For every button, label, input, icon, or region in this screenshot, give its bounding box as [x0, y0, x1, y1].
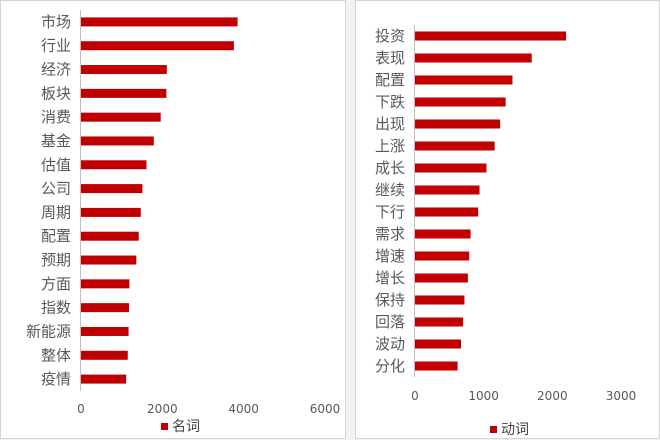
category-label: 出现	[375, 115, 405, 133]
category-label: 回落	[375, 313, 405, 331]
category-label: 板块	[41, 84, 71, 102]
category-label: 基金	[41, 132, 71, 150]
category-label: 上涨	[375, 137, 405, 155]
x-tick-label: 0	[411, 389, 419, 403]
x-tick-label: 2000	[537, 389, 568, 403]
x-tick-label: 2000	[147, 402, 178, 416]
category-label: 表现	[375, 49, 405, 67]
noun-chart-panel: 市场行业经济板块消费基金估值公司周期配置预期方面指数新能源整体疫情 0 2000 40…	[0, 0, 346, 439]
category-label: 周期	[41, 203, 71, 221]
bar	[415, 97, 506, 107]
bar	[415, 273, 468, 283]
category-label: 下跌	[375, 93, 405, 111]
bar	[81, 41, 234, 51]
bar	[81, 207, 141, 217]
bar	[415, 75, 513, 85]
bar	[415, 207, 479, 217]
category-label: 增长	[375, 269, 405, 287]
bar	[81, 112, 161, 122]
category-label: 增速	[375, 247, 405, 265]
bar	[415, 295, 465, 305]
category-label: 行业	[41, 37, 71, 55]
bar	[81, 88, 167, 98]
bar	[81, 184, 143, 194]
category-label: 下行	[375, 203, 405, 221]
category-label: 配置	[375, 71, 405, 89]
category-label: 经济	[41, 61, 71, 79]
bar	[81, 160, 147, 170]
legend-swatch	[490, 426, 497, 433]
category-label: 指数	[41, 299, 71, 317]
category-label: 公司	[41, 180, 71, 198]
bar	[415, 251, 470, 261]
category-label: 需求	[375, 225, 405, 243]
bar	[415, 31, 567, 41]
category-label: 配置	[41, 227, 71, 245]
category-label: 分化	[375, 357, 405, 375]
category-label: 估值	[41, 156, 71, 174]
bar	[81, 279, 130, 289]
bar	[415, 185, 480, 195]
bar	[415, 119, 501, 129]
bar	[81, 65, 167, 75]
bar	[81, 255, 137, 265]
x-tick-label: 4000	[228, 402, 259, 416]
bar	[81, 326, 129, 336]
category-label: 疫情	[41, 370, 71, 388]
category-label: 投资	[375, 27, 405, 45]
bar	[415, 53, 532, 63]
category-label: 波动	[375, 335, 405, 353]
bar	[415, 339, 462, 349]
category-label: 继续	[375, 181, 405, 199]
category-label: 保持	[375, 291, 405, 309]
category-label: 方面	[41, 275, 71, 293]
legend-label: 名词	[172, 419, 200, 435]
category-label: 整体	[41, 346, 71, 364]
bar	[415, 317, 464, 327]
legend-label: 动词	[501, 422, 529, 438]
x-tick-label: 3000	[606, 389, 637, 403]
category-label: 市场	[41, 13, 71, 31]
category-label: 新能源	[26, 322, 71, 340]
x-tick-label: 6000	[310, 402, 341, 416]
bar	[415, 229, 471, 239]
legend-swatch	[161, 423, 168, 430]
bar	[81, 303, 129, 313]
bar	[81, 350, 128, 360]
verb-chart-panel: 投资表现配置下跌出现上涨成长继续下行需求增速增长保持回落波动分化 0 1000 200…	[355, 0, 660, 439]
bar	[81, 374, 127, 384]
bar	[81, 231, 139, 241]
bar	[81, 136, 154, 146]
x-tick-label: 0	[77, 402, 85, 416]
category-label: 成长	[375, 159, 405, 177]
category-label: 预期	[41, 251, 71, 269]
bar	[415, 361, 458, 371]
bar	[81, 17, 238, 27]
category-label: 消费	[41, 108, 71, 126]
bar	[415, 163, 487, 173]
x-tick-label: 1000	[468, 389, 499, 403]
bar	[415, 141, 495, 151]
